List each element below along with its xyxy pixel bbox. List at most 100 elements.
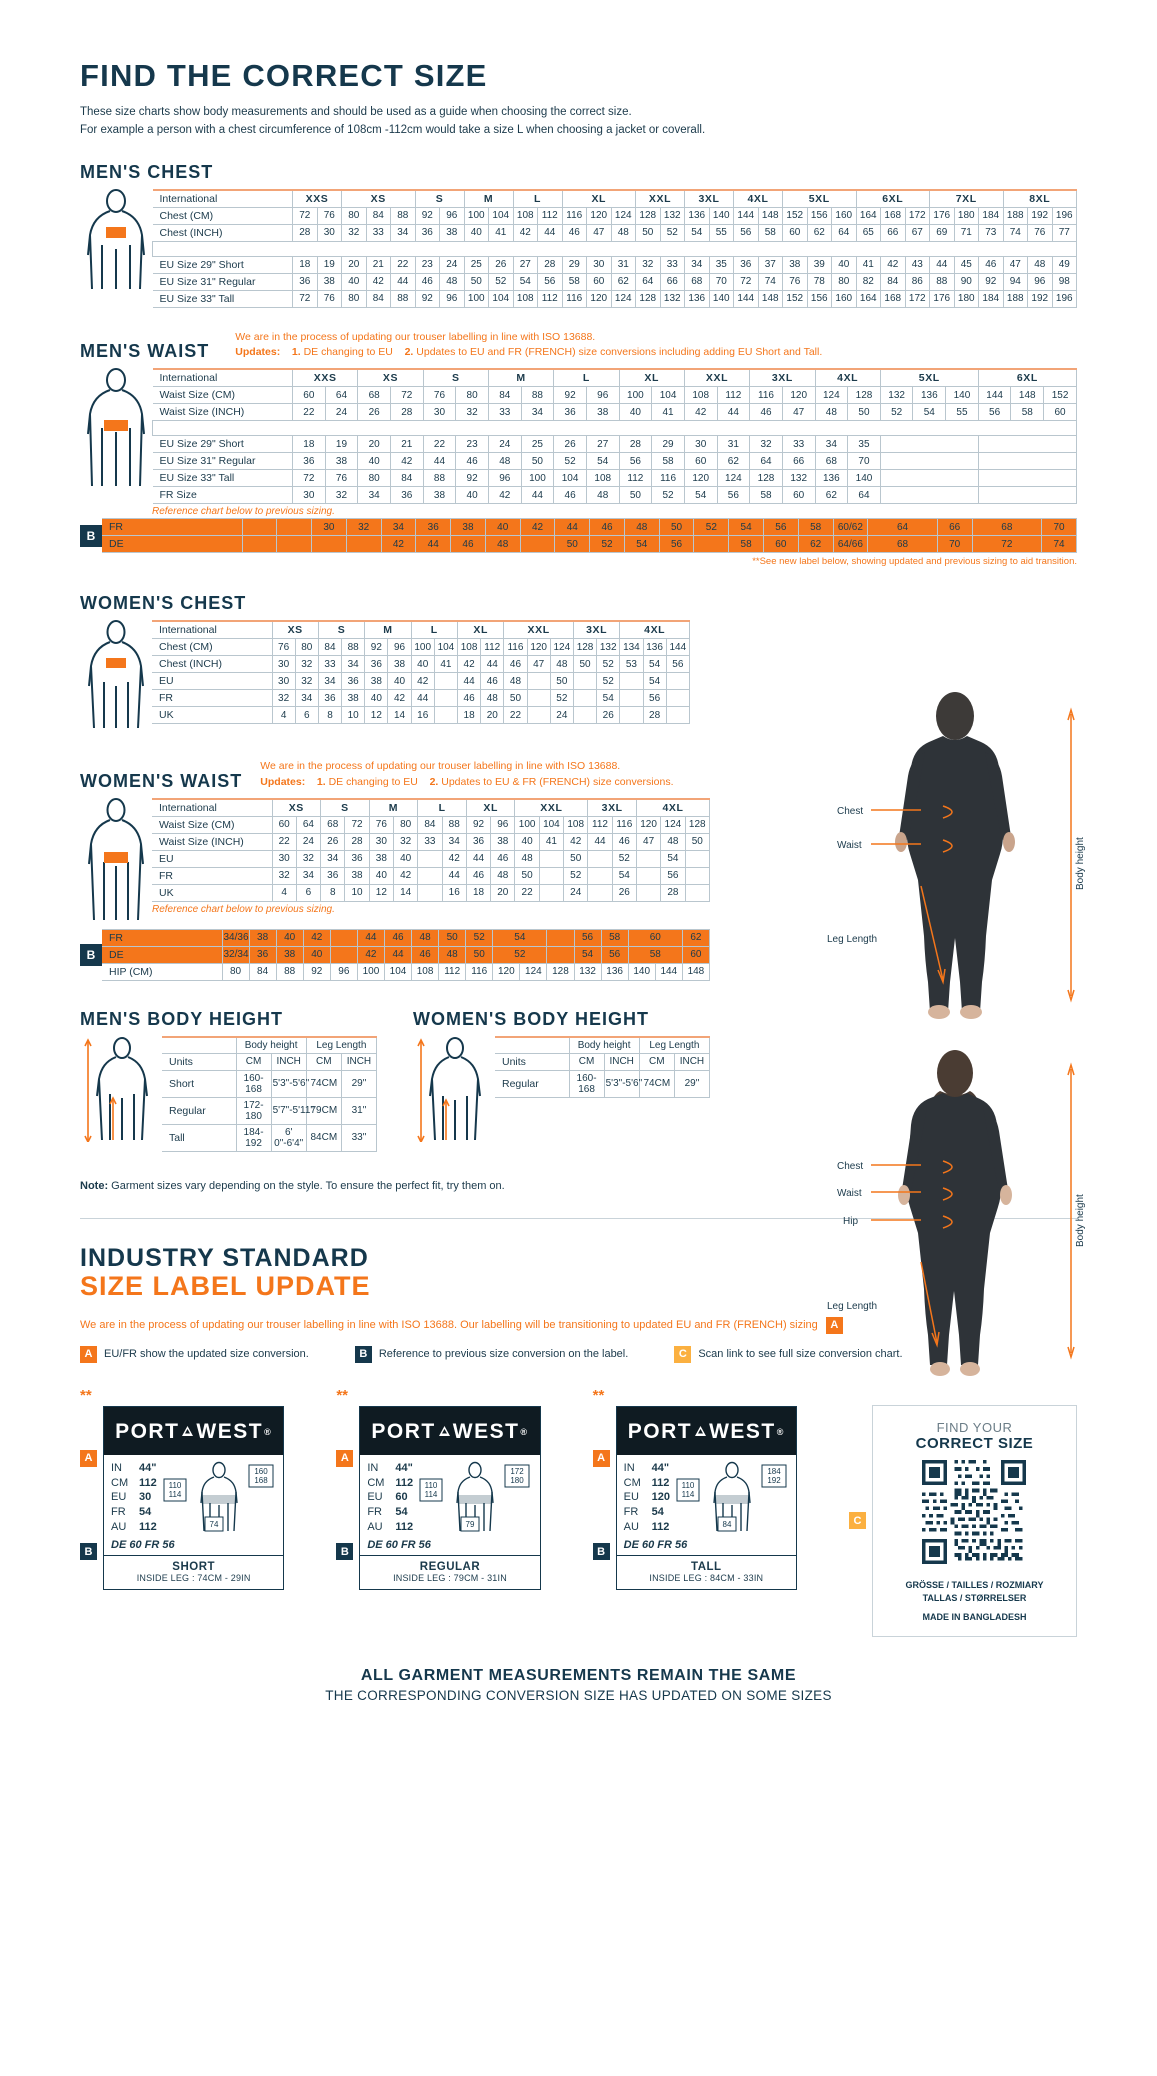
table-cell: 34 — [320, 849, 346, 868]
table-row: EU Size 29" Short 18 19 20 21 22 23 24 25 26 27 28 2… — [152, 255, 1077, 274]
table-cell — [619, 706, 644, 725]
table-cell: 40 — [302, 945, 331, 964]
table-cell: 116 — [611, 815, 637, 834]
table-cell: 80 — [357, 469, 391, 488]
size-val: 54 — [651, 1506, 664, 1519]
table-cell: 48 — [503, 672, 528, 691]
table-cell: 72 — [292, 469, 326, 488]
table-cell: 36 — [292, 272, 318, 291]
mens-waist-update-1-text: DE changing to EU — [303, 346, 393, 359]
label-brand-header: PORT WEST ® — [360, 1406, 540, 1455]
table-cell: 21 — [389, 435, 424, 454]
fig-left-bottom: 114 — [425, 1490, 438, 1499]
table-cell — [311, 535, 347, 554]
table-cell: 47 — [635, 832, 662, 851]
row-label: HIP (CM) — [102, 962, 223, 981]
table-cell: 40 — [514, 832, 540, 851]
size-val: 60 — [395, 1491, 408, 1504]
table-cell — [587, 849, 613, 868]
table-cell: 132 — [596, 638, 621, 657]
table-cell: 55 — [708, 223, 734, 242]
table-cell: 48 — [514, 849, 540, 868]
table-cell: 96 — [487, 469, 522, 488]
table-cell: 160 — [831, 289, 857, 308]
table-cell: 62 — [806, 223, 832, 242]
table-cell: 96 — [439, 289, 465, 308]
table-cell — [417, 866, 443, 885]
table-cell: 188 — [1002, 289, 1028, 308]
qr-title-line1: FIND YOUR — [936, 1419, 1013, 1435]
size-val: 112 — [395, 1476, 414, 1489]
table-cell: 136 — [814, 469, 849, 488]
size-column-header: M — [368, 797, 419, 817]
table-cell: 88 — [341, 638, 366, 657]
table-cell: 30 — [586, 255, 612, 274]
table-cell: 132 — [879, 386, 914, 405]
table-cell: 44 — [441, 866, 467, 885]
table-cell: 100 — [520, 469, 555, 488]
table-cell: 44 — [383, 945, 413, 964]
table-cell: 120 — [586, 289, 612, 308]
size-val: 54 — [139, 1506, 152, 1519]
table-cell: 144 — [665, 638, 691, 657]
table-cell: 60 — [271, 815, 297, 834]
table-cell: 48 — [814, 403, 849, 422]
table-cell: 26 — [553, 435, 587, 454]
table-cell: 128 — [572, 638, 598, 657]
male-callout-waist: Waist — [837, 840, 862, 851]
male-callout-leg-length: Leg Length — [827, 934, 877, 945]
table-cell: 128 — [684, 815, 711, 834]
table-cell: 92 — [553, 386, 587, 405]
table-cell: 50 — [503, 689, 528, 708]
table-cell: 54 — [642, 655, 667, 674]
label-brand-header: PORT WEST ® — [104, 1406, 284, 1455]
portwest-mountain-icon — [695, 1426, 707, 1437]
table-cell: 35 — [708, 255, 734, 274]
table-cell: 48 — [480, 689, 505, 708]
table-cell: 148 — [681, 962, 711, 981]
row-label: FR — [102, 928, 223, 947]
qr-card[interactable]: FIND YOUR CORRECT SIZE — [871, 1404, 1077, 1637]
table-cell: 80 — [221, 962, 250, 981]
table-cell — [276, 535, 313, 554]
legend-text-a: EU/FR show the updated size conversion. — [104, 1348, 309, 1361]
size-column-header: L — [553, 368, 620, 388]
table-cell: 35 — [847, 435, 881, 454]
table-cell: 6' 0"-6'4" — [270, 1123, 307, 1152]
table-cell: 34 — [341, 655, 366, 674]
fig-left-top: 110 — [168, 1481, 181, 1490]
table-cell: 54 — [683, 486, 718, 505]
size-column-header: XL — [561, 188, 636, 208]
table-cell: 34 — [317, 672, 343, 691]
table-cell: 33 — [781, 435, 816, 454]
table-cell: 28 — [537, 255, 563, 274]
table-cell: 44 — [410, 689, 435, 708]
table-cell: 64 — [847, 486, 881, 505]
row-label: Regular — [495, 1069, 570, 1098]
table-cell: 50 — [684, 832, 711, 851]
table-cell: 128 — [749, 469, 783, 488]
qr-code-icon[interactable] — [922, 1459, 1027, 1564]
table-cell: 42 — [410, 672, 435, 691]
table-cell: 20 — [341, 255, 367, 274]
table-cell: 94 — [1002, 272, 1028, 291]
mens-waist-title: MEN'S WAIST — [80, 341, 210, 362]
table-cell: 58 — [627, 945, 683, 964]
table-cell: 50 — [549, 672, 574, 691]
female-callout-chest: Chest — [837, 1161, 863, 1172]
table-cell: 112 — [537, 289, 563, 308]
body-height-section: MEN'S BODY HEIGHT — [0, 1009, 790, 1152]
womens-body-height-table: Body height Leg Length Units CM INCH CM INCH Re… — [495, 1035, 711, 1098]
sub-header: INCH — [340, 1052, 378, 1071]
label-body-icon: 110 114 160 168 74 — [163, 1461, 274, 1532]
table-cell: 172 — [904, 289, 930, 308]
previous-sizing-row: DE 32/34 36 38 40 42 44 46 48 50 52 54 56 58 60 — [102, 945, 711, 964]
womens-waist-previous-table: FR 34/36 38 40 42 44 46 48 50 52 54 56 58 60 62 DE 32/34… — [102, 928, 711, 981]
table-cell: 40 — [831, 255, 857, 274]
note-label: Note: — [80, 1179, 109, 1192]
table-cell: 132 — [781, 469, 816, 488]
table-cell: 42 — [456, 655, 482, 674]
legend-item-b: B Reference to previous size conversion … — [354, 1345, 628, 1363]
table-cell: 116 — [651, 469, 685, 488]
table-cell: 80 — [341, 289, 367, 308]
